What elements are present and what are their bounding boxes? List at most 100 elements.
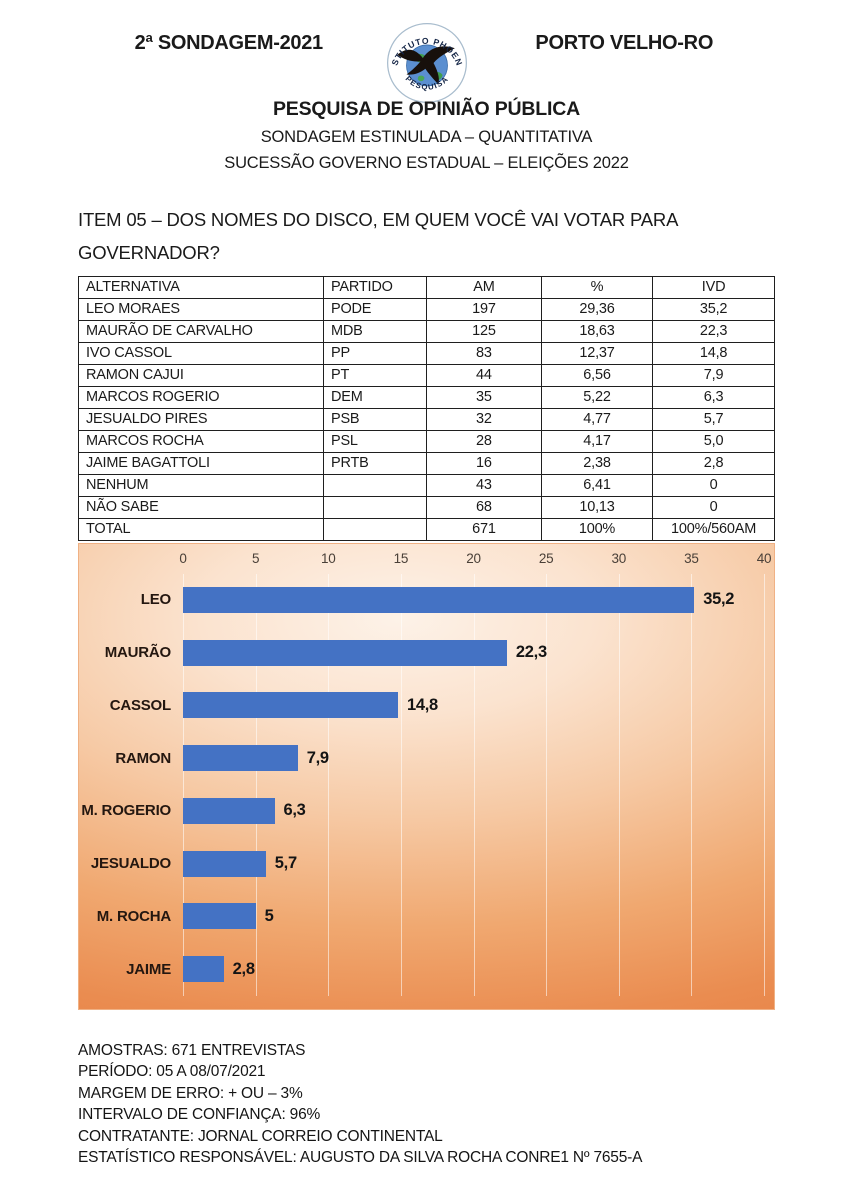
- table-cell: 2,8: [652, 451, 775, 475]
- bar-row: 5: [183, 890, 764, 943]
- bar-row: 14,8: [183, 679, 764, 732]
- title-block: PESQUISA DE OPINIÃO PÚBLICA SONDAGEM EST…: [78, 98, 775, 173]
- table-cell: MARCOS ROGERIO: [78, 385, 324, 409]
- table-cell: DEM: [322, 385, 427, 409]
- table-cell: MARCOS ROCHA: [78, 429, 324, 453]
- table-cell: LEO MORAES: [78, 297, 324, 321]
- x-tick-label: 15: [393, 550, 409, 566]
- city-title: PORTO VELHO-RO: [535, 32, 714, 54]
- category-label: MAURÃO: [104, 644, 171, 662]
- subtitle-election: SUCESSÃO GOVERNO ESTADUAL – ELEIÇÕES 202…: [224, 154, 629, 172]
- table-cell: 7,9: [652, 363, 775, 387]
- main-title: PESQUISA DE OPINIÃO PÚBLICA: [273, 98, 580, 120]
- table-cell: 4,17: [540, 429, 654, 453]
- category-label: JESUALDO: [90, 855, 171, 873]
- footer-line: ESTATÍSTICO RESPONSÁVEL: AUGUSTO DA SILV…: [78, 1149, 643, 1167]
- table-cell: [322, 495, 427, 519]
- table-row: NÃO SABE 68 10,13 0: [78, 495, 775, 519]
- table-cell: [322, 517, 427, 541]
- table-row: MARCOS ROCHA PSL 28 4,17 5,0: [78, 429, 775, 453]
- bar-row: 5,7: [183, 837, 764, 890]
- bar-row: 6,3: [183, 785, 764, 838]
- question-line-1: ITEM 05 – DOS NOMES DO DISCO, EM QUEM VO…: [78, 209, 679, 230]
- bar-row: 2,8: [183, 943, 764, 996]
- bar-value-label: 5: [264, 906, 274, 925]
- table-cell: 6,3: [652, 385, 775, 409]
- table-cell: 18,63: [540, 319, 654, 343]
- table-cell: 83: [425, 341, 542, 365]
- col-header-ivd: IVD: [652, 275, 775, 299]
- x-tick-label: 40: [756, 550, 772, 566]
- table-cell: PT: [322, 363, 427, 387]
- bar-row: 22,3: [183, 626, 764, 679]
- table-cell: MAURÃO DE CARVALHO: [78, 319, 324, 343]
- footer-line: AMOSTRAS: 671 ENTREVISTAS: [78, 1041, 306, 1059]
- table-cell: 671: [425, 517, 542, 541]
- bar-value-label: 22,3: [515, 643, 547, 662]
- bar-row: 35,2: [183, 574, 764, 627]
- chart-gridlines: [183, 573, 765, 996]
- table-cell: 68: [425, 495, 542, 519]
- table-cell: 5,7: [652, 407, 775, 431]
- table-cell: IVO CASSOL: [78, 341, 324, 365]
- table-cell: 32: [425, 407, 542, 431]
- gridline: [473, 573, 475, 996]
- category-label: CASSOL: [109, 696, 172, 714]
- table-row: NENHUM 43 6,41 0: [78, 473, 775, 497]
- bar: [183, 745, 298, 772]
- table-cell: 2,38: [540, 451, 654, 475]
- table-row: RAMON CAJUI PT 44 6,56 7,9: [78, 363, 775, 387]
- results-table: ALTERNATIVA PARTIDO AM % IVD LEO MORAES P…: [78, 275, 775, 541]
- bar: [183, 797, 275, 824]
- table-cell: 35,2: [652, 297, 775, 321]
- chart-x-axis-ticks: 0 5 10 15 20 25 30 35 40: [179, 550, 771, 569]
- table-cell: 35: [425, 385, 542, 409]
- table-cell: NÃO SABE: [78, 495, 324, 519]
- category-label: JAIME: [126, 960, 171, 978]
- institute-logo: INSTITUTO PHOENIX PESQUISA: [382, 14, 468, 104]
- table-cell: 14,8: [652, 341, 775, 365]
- category-label: LEO: [140, 591, 171, 609]
- survey-edition-title: 2ª SONDAGEM-2021: [134, 32, 324, 54]
- col-header-pct: %: [540, 275, 654, 299]
- question-text: ITEM 05 – DOS NOMES DO DISCO, EM QUEM VO…: [78, 203, 775, 270]
- bar: [183, 850, 266, 877]
- bar-value-label: 14,8: [406, 695, 438, 714]
- table-cell: NENHUM: [78, 473, 324, 497]
- gridline: [546, 573, 548, 996]
- gridline: [764, 573, 765, 996]
- bar-value-label: 6,3: [283, 801, 306, 820]
- bar: [183, 586, 695, 613]
- question-line-2: GOVERNADOR?: [78, 242, 220, 264]
- chart-plot-area: 35,2 22,3 14,8 7,9 6,3 5,7 5 2,8: [183, 574, 764, 996]
- report-page: 2ª SONDAGEM-2021 INSTITUTO PHOENIX PESQU…: [78, 0, 775, 1169]
- table-cell: JAIME BAGATTOLI: [78, 451, 324, 475]
- results-bar-chart: 0 5 10 15 20 25 30 35 40 LEO MAURÃO CASSOL RAMON M. …: [78, 542, 775, 1010]
- table-cell: 197: [425, 297, 542, 321]
- table-row: MAURÃO DE CARVALHO MDB 125 18,63 22,3: [78, 319, 775, 343]
- page-header: 2ª SONDAGEM-2021 INSTITUTO PHOENIX PESQU…: [78, 14, 775, 104]
- footer-line: INTERVALO DE CONFIANÇA: 96%: [78, 1106, 321, 1124]
- phoenix-logo-icon: INSTITUTO PHOENIX PESQUISA: [382, 14, 467, 103]
- category-label: RAMON: [115, 749, 171, 767]
- col-header-alternativa: ALTERNATIVA: [78, 275, 324, 299]
- gridline: [691, 573, 693, 996]
- table-cell: 125: [425, 319, 542, 343]
- methodology-footer: AMOSTRAS: 671 ENTREVISTAS PERÍODO: 05 A 0…: [78, 1040, 775, 1169]
- bar-value-label: 7,9: [306, 748, 329, 767]
- table-cell: PSB: [322, 407, 427, 431]
- table-cell: 12,37: [540, 341, 654, 365]
- col-header-am: AM: [425, 275, 542, 299]
- footer-line: PERÍODO: 05 A 08/07/2021: [78, 1063, 266, 1081]
- table-cell: 0: [652, 473, 775, 497]
- subtitle-methodology: SONDAGEM ESTINULADA – QUANTITATIVA: [260, 128, 593, 146]
- x-tick-label: 20: [466, 550, 481, 566]
- table-cell: 4,77: [540, 407, 654, 431]
- table-cell: PSL: [322, 429, 427, 453]
- table-cell: RAMON CAJUI: [78, 363, 324, 387]
- table-cell: 28: [425, 429, 542, 453]
- bar: [183, 692, 398, 719]
- table-cell: 44: [425, 363, 542, 387]
- table-cell: 43: [425, 473, 542, 497]
- bar-value-label: 5,7: [274, 854, 297, 873]
